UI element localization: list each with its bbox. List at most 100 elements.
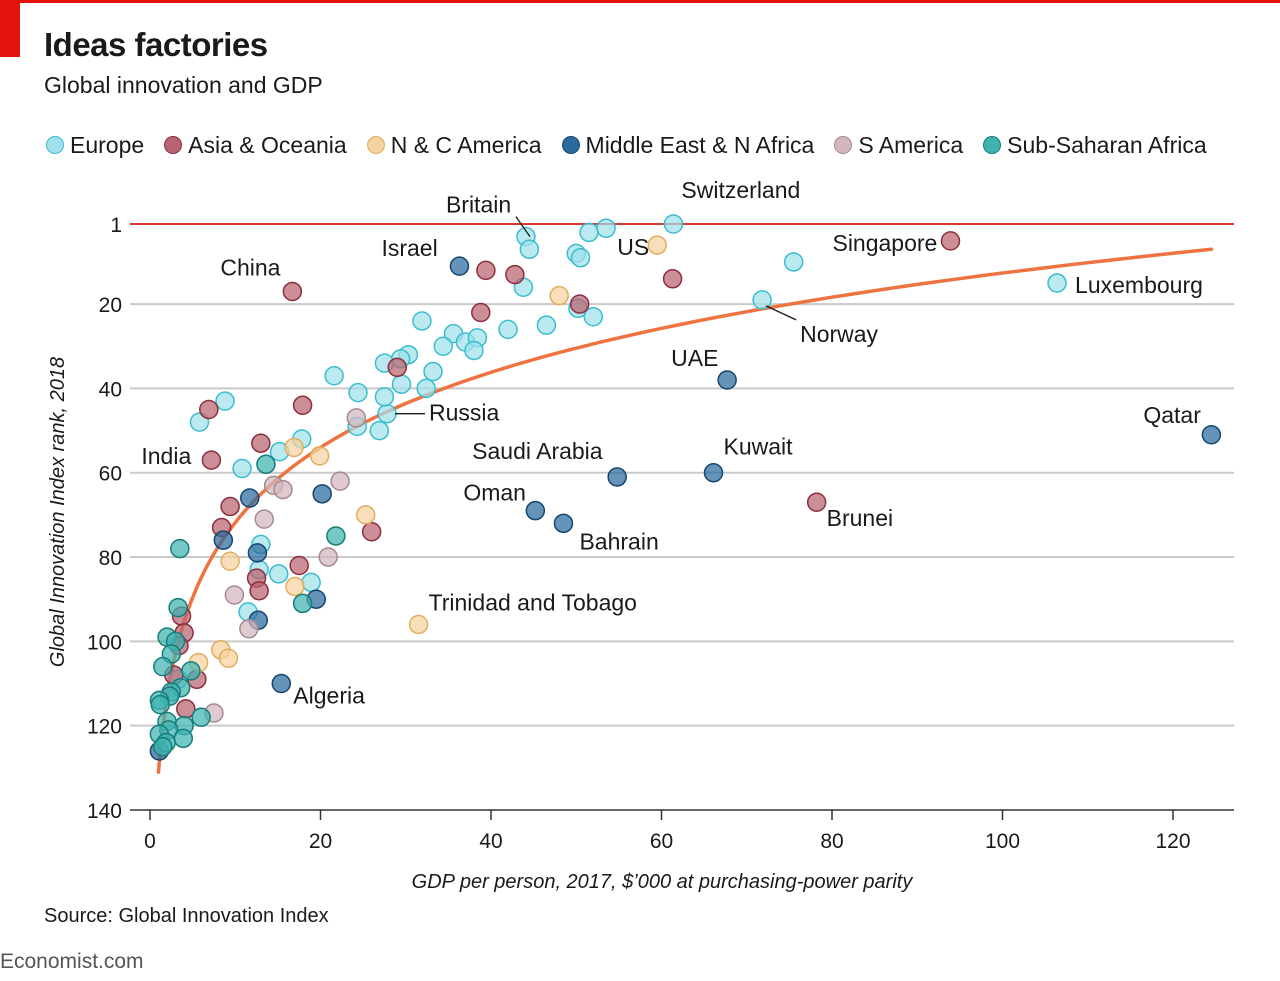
data-point — [251, 433, 271, 453]
data-point — [369, 420, 390, 441]
point-trinidad-and-tobago — [408, 614, 429, 635]
data-point — [536, 315, 557, 335]
point-labels: Britain Switzerland Israel US Singapore China… — [141, 177, 1203, 709]
y-tick-label: 60 — [99, 463, 122, 486]
data-point — [289, 555, 309, 576]
data-point — [324, 366, 344, 386]
point-bahrain — [553, 513, 574, 534]
point-saudi-arabia — [607, 467, 627, 487]
label-bahrain: Bahrain — [579, 528, 658, 554]
legend-item-ssa: Sub-Saharan Africa — [983, 131, 1207, 159]
brand-footer: Economist.com — [0, 950, 144, 973]
data-point — [254, 509, 274, 529]
data-point — [330, 471, 350, 491]
legend-swatch — [164, 136, 183, 154]
y-tick-label: 140 — [87, 800, 122, 823]
point-singapore — [940, 231, 961, 251]
data-point — [783, 252, 804, 272]
chart-subtitle: Global innovation and GDP — [44, 72, 323, 98]
label-russia: Russia — [429, 400, 500, 426]
data-point — [596, 218, 616, 238]
data-point — [346, 408, 367, 428]
point-us — [647, 235, 667, 255]
points-layer — [149, 214, 1222, 761]
x-tick-label: 40 — [479, 830, 502, 853]
point-oman — [525, 500, 546, 521]
data-point — [301, 572, 321, 593]
label-singapore: Singapore — [832, 230, 937, 256]
legend-item-mena: Middle East & N Africa — [561, 131, 815, 159]
legend-item-europe: Europe — [46, 132, 144, 159]
legend-swatch — [983, 136, 1002, 154]
data-point — [220, 496, 240, 517]
data-point — [199, 399, 219, 420]
x-tick-label: 20 — [309, 830, 332, 853]
data-point — [173, 728, 193, 749]
legend-label: Europe — [70, 131, 145, 158]
label-china: China — [220, 254, 280, 280]
label-israel: Israel — [381, 235, 437, 261]
data-point — [309, 446, 330, 466]
data-point — [292, 593, 313, 614]
point-algeria — [271, 673, 292, 694]
label-saudi-arabia: Saudi Arabia — [472, 438, 603, 464]
data-point — [239, 618, 259, 639]
y-axis-label: Global Innovation Index rank, 2018 — [47, 357, 69, 667]
legend-label: N & C America — [390, 131, 542, 158]
data-point — [215, 391, 235, 411]
data-point — [318, 547, 338, 567]
data-point — [579, 222, 599, 243]
label-luxembourg: Luxembourg — [1075, 272, 1203, 298]
label-switzerland: Switzerland — [681, 177, 800, 203]
x-tick-label: 60 — [650, 830, 673, 853]
y-tick-label: 100 — [87, 631, 122, 654]
data-point — [168, 597, 188, 618]
data-point — [181, 661, 201, 681]
legend-item-sam: S America — [834, 132, 963, 159]
legend-swatch — [834, 136, 853, 154]
data-point — [191, 707, 211, 728]
label-uae: UAE — [671, 345, 718, 371]
y-tick-label: 80 — [99, 547, 122, 570]
data-point — [285, 576, 305, 597]
x-tick-label: 0 — [144, 830, 156, 853]
point-switzerland — [663, 214, 684, 234]
x-axis-label: GDP per person, 2017, $’000 at purchasin… — [412, 871, 914, 893]
label-india: India — [141, 443, 191, 469]
legend-label: Middle East & N Africa — [585, 131, 815, 158]
legend-label: Sub-Saharan Africa — [1007, 131, 1207, 158]
data-point — [239, 488, 260, 508]
point-china — [282, 281, 303, 302]
data-point — [391, 374, 412, 394]
point-israel — [449, 256, 470, 276]
data-point — [662, 269, 683, 289]
data-point — [374, 387, 395, 407]
legend-item-nca: N & C America — [366, 131, 542, 159]
legend-item-asia: Asia & Oceania — [164, 132, 347, 159]
x-tick-label: 80 — [820, 830, 843, 853]
label-us: US — [617, 234, 649, 260]
data-point — [268, 564, 289, 584]
data-point — [416, 378, 436, 399]
label-oman: Oman — [463, 480, 526, 506]
point-qatar — [1201, 425, 1222, 445]
y-tick-label: 1 — [110, 214, 122, 237]
data-point — [153, 656, 173, 677]
legend-label: Asia & Oceania — [188, 131, 347, 158]
legend-swatch — [46, 136, 64, 154]
y-tick-label: 120 — [87, 716, 122, 739]
label-algeria: Algeria — [293, 683, 365, 709]
legend-label: S America — [858, 131, 964, 158]
data-point — [326, 526, 346, 546]
y-tick-label: 40 — [99, 378, 122, 401]
point-brunei — [806, 492, 827, 512]
data-point — [153, 737, 173, 757]
point-india — [201, 450, 222, 470]
data-point — [312, 484, 332, 504]
data-point — [150, 694, 170, 715]
point-uae — [717, 370, 737, 390]
x-tick-label: 100 — [985, 830, 1020, 853]
data-point — [498, 319, 518, 340]
x-tick-label: 120 — [1155, 830, 1190, 853]
